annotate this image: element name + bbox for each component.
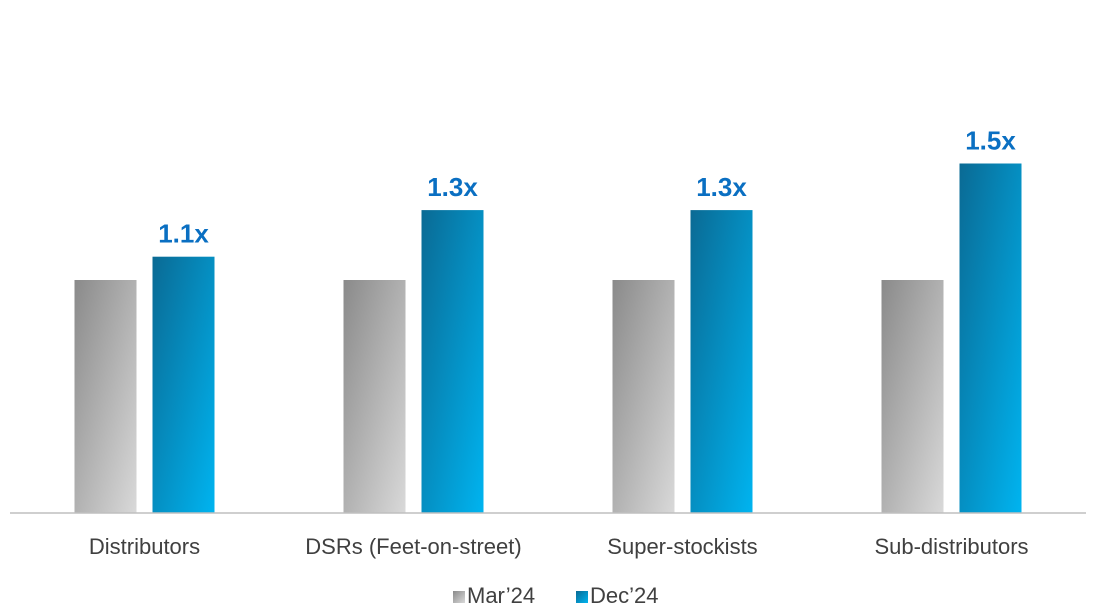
bar-distributors-mar-24 [74,280,137,513]
bar-distributors-dec-24 [152,256,215,513]
bar-dsrs-feet-on-street-dec-24 [421,210,484,513]
data-label-dsrs-feet-on-street: 1.3x [427,172,478,202]
legend: Mar’24 Dec’24 [453,583,658,608]
category-label-distributors: Distributors [89,534,200,559]
category-label-super-stockists: Super-stockists [607,534,757,559]
bar-sub-distributors-mar-24 [881,280,944,513]
bar-super-stockists-mar-24 [612,280,675,513]
category-label-sub-distributors: Sub-distributors [874,534,1028,559]
category-label-dsrs-feet-on-street: DSRs (Feet-on-street) [305,534,521,559]
legend-swatch-dec-24 [576,591,588,603]
data-label-super-stockists: 1.3x [696,172,747,202]
bar-super-stockists-dec-24 [690,210,753,513]
legend-label-dec-24: Dec’24 [590,583,658,608]
legend-swatch-mar-24 [453,591,465,603]
labels-layer: 1.1x Distributors 1.3x DSRs (Feet-on-street… [89,126,1029,560]
bar-dsrs-feet-on-street-mar-24 [343,280,406,513]
data-label-distributors: 1.1x [158,219,209,249]
bars-layer [74,163,1022,513]
data-label-sub-distributors: 1.5x [965,126,1016,156]
legend-label-mar-24: Mar’24 [467,583,535,608]
bar-sub-distributors-dec-24 [959,163,1022,513]
